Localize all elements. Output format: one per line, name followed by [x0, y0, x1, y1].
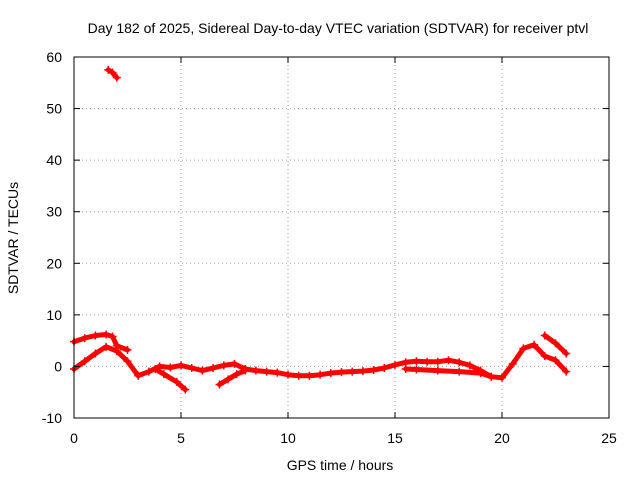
data-point-marker [337, 368, 346, 377]
y-tick-label: 30 [46, 204, 62, 220]
series-ascending-branch [215, 366, 250, 389]
data-point-marker [391, 360, 399, 369]
data-point-marker [224, 375, 233, 384]
data-series [70, 65, 571, 394]
plot-frame [73, 56, 610, 419]
data-point-marker [134, 371, 143, 380]
data-point-marker [551, 356, 560, 365]
data-point-marker [294, 371, 303, 380]
data-point-marker [423, 357, 432, 366]
data-point-marker [177, 361, 185, 370]
y-tick-label: 40 [46, 152, 62, 168]
data-point-marker [144, 367, 153, 376]
data-point-marker [562, 367, 571, 376]
data-point-marker [166, 363, 175, 372]
data-point-marker [380, 363, 389, 372]
data-point-marker [159, 370, 168, 379]
data-point-marker [91, 349, 100, 358]
data-point-marker [401, 365, 410, 374]
data-point-marker [369, 366, 378, 375]
data-point-marker [433, 366, 442, 375]
series-main-track [70, 340, 571, 382]
data-point-marker [181, 385, 190, 394]
axis-ticks: 0 5 10 15 20 25 -10 0 10 20 30 40 50 60 [42, 49, 617, 446]
data-point-marker [455, 358, 464, 367]
data-point-marker [348, 367, 357, 376]
y-tick-label: 10 [46, 307, 62, 323]
data-point-marker [112, 341, 121, 350]
data-point-marker [172, 377, 181, 386]
x-tick-label: 15 [387, 430, 403, 446]
data-point-marker [284, 370, 292, 379]
data-point-marker [562, 349, 571, 358]
y-tick-label: 60 [46, 49, 62, 65]
data-point-marker [198, 366, 207, 375]
series-late-segment [540, 331, 571, 358]
x-tick-label: 5 [177, 430, 185, 446]
data-point-marker [104, 65, 113, 74]
data-point-marker [108, 68, 117, 77]
data-point-marker [316, 370, 325, 379]
data-point-marker [123, 345, 132, 354]
data-point-marker [108, 332, 117, 341]
data-point-marker [123, 357, 132, 366]
series-descending-branch [151, 365, 190, 394]
data-point-marker [412, 357, 421, 366]
data-point-marker [540, 331, 549, 340]
data-point-marker [326, 369, 335, 378]
data-point-marker [476, 369, 485, 378]
series-outlier-cluster [104, 65, 121, 82]
x-axis-label: GPS time / hours [287, 457, 394, 473]
x-tick-label: 0 [70, 430, 78, 446]
data-point-marker [465, 361, 474, 370]
x-tick-label: 20 [494, 430, 510, 446]
data-point-marker [80, 334, 89, 343]
data-point-marker [498, 373, 506, 382]
data-point-marker [151, 365, 160, 374]
data-point-marker [540, 352, 549, 361]
data-point-marker [508, 359, 517, 368]
data-point-marker [232, 370, 241, 379]
data-point-marker [102, 330, 111, 339]
x-tick-label: 25 [601, 430, 617, 446]
data-point-marker [433, 357, 442, 366]
data-point-marker [187, 363, 196, 372]
data-point-marker [519, 344, 528, 353]
series-overlap-band [401, 365, 496, 381]
data-point-marker [305, 371, 314, 380]
data-point-marker [209, 363, 218, 372]
y-tick-label: -10 [42, 410, 62, 426]
data-point-marker [444, 356, 453, 365]
data-point-marker [230, 359, 239, 368]
data-point-marker [80, 357, 89, 366]
y-tick-label: 0 [54, 358, 62, 374]
data-point-marker [91, 331, 100, 340]
data-point-marker [215, 380, 224, 389]
data-point-marker [219, 361, 228, 370]
series-band [217, 368, 248, 387]
y-axis-label: SDTVAR / TECUs [5, 182, 21, 294]
data-point-marker [241, 366, 250, 375]
gridlines [74, 57, 609, 418]
x-tick-label: 10 [280, 430, 296, 446]
chart-title: Day 182 of 2025, Sidereal Day-to-day VTE… [88, 20, 589, 36]
data-point-marker [401, 358, 410, 367]
data-point-marker [251, 366, 260, 375]
data-point-marker [273, 368, 282, 377]
y-tick-label: 20 [46, 255, 62, 271]
data-point-marker [530, 340, 539, 349]
y-tick-label: 50 [46, 101, 62, 117]
data-point-marker [102, 342, 111, 351]
data-point-marker [412, 365, 421, 374]
data-point-marker [262, 367, 271, 376]
data-point-marker [112, 73, 121, 82]
data-point-marker [455, 367, 464, 376]
data-point-marker [551, 339, 560, 348]
series-band [152, 366, 188, 393]
data-point-marker [487, 372, 496, 381]
data-point-marker [358, 367, 367, 376]
